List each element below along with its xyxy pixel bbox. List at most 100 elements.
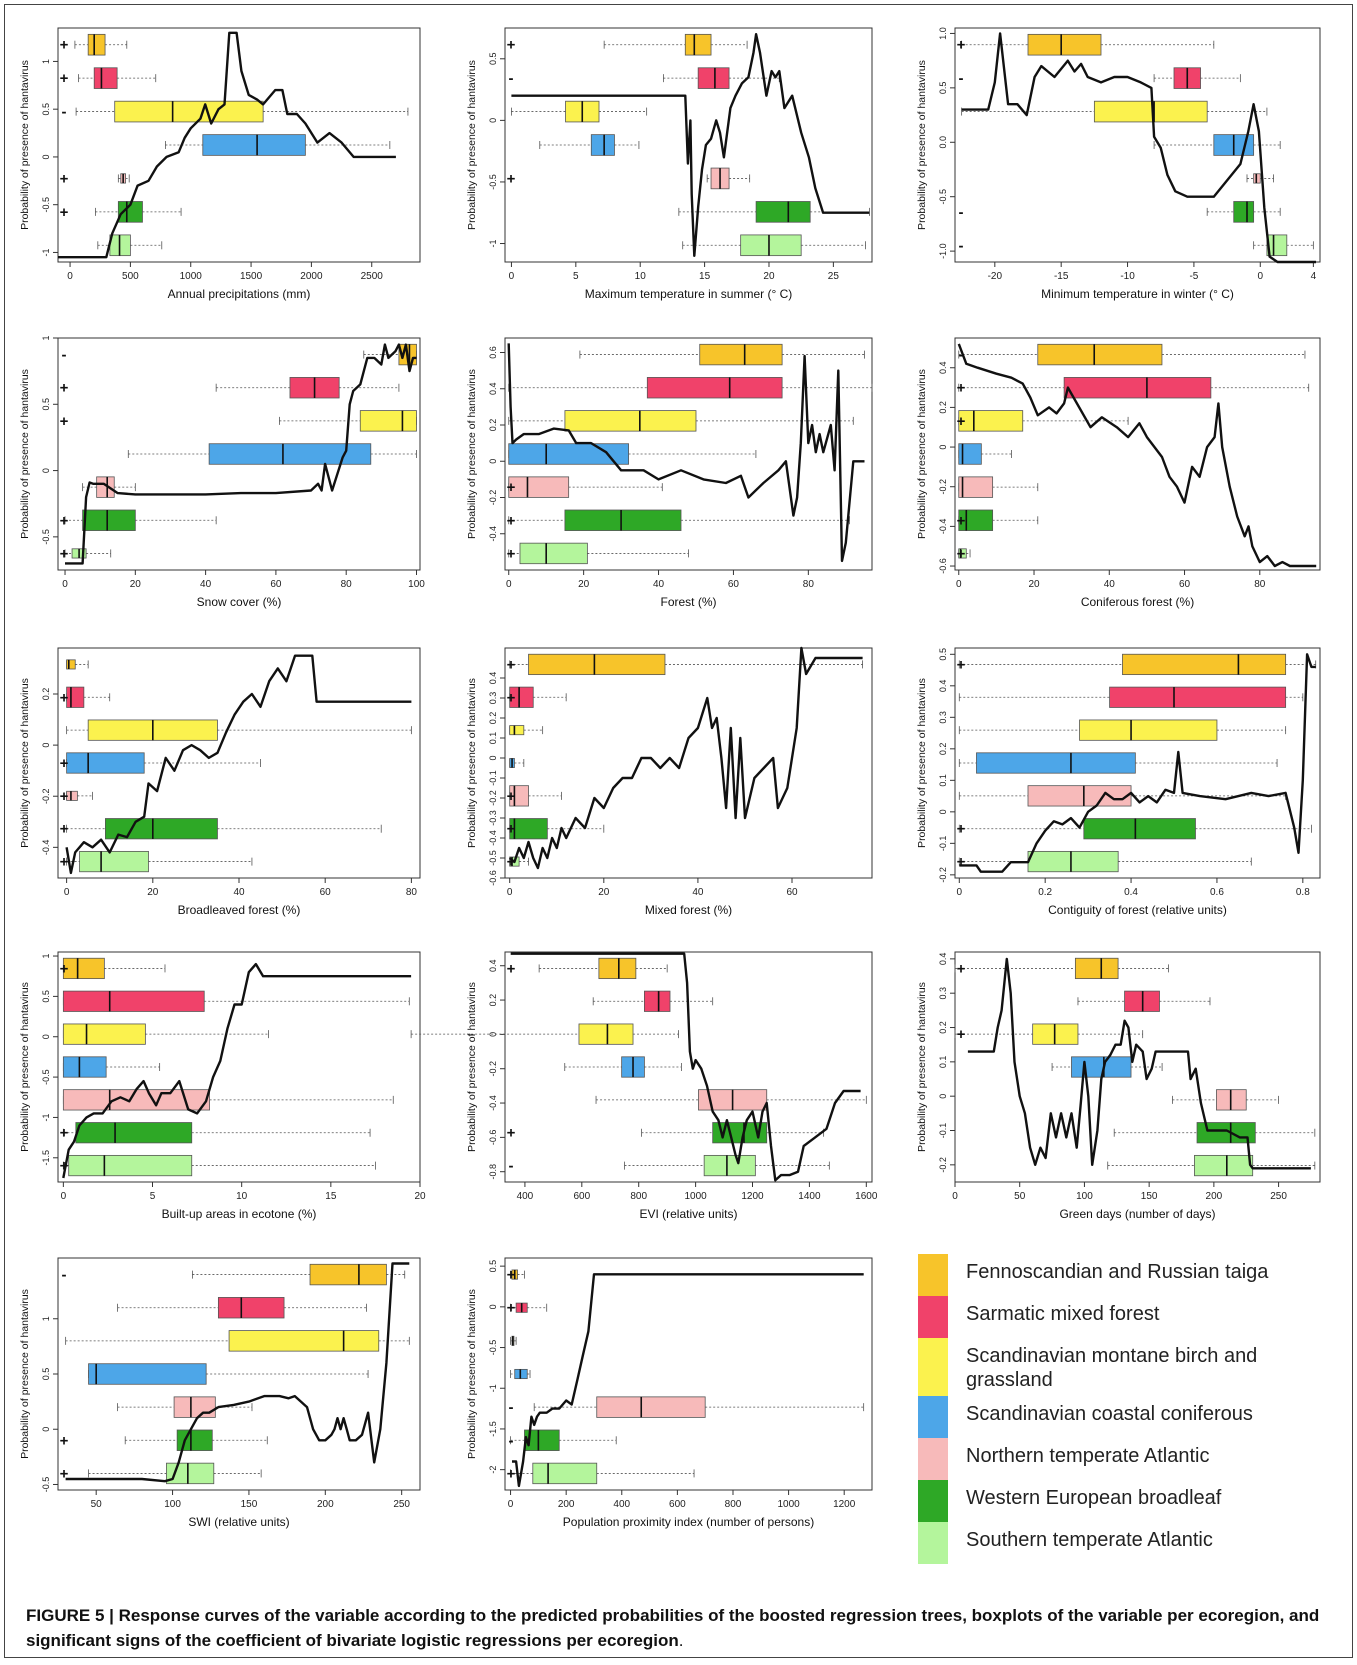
box [697,67,730,89]
boxplot-5: - [509,1396,865,1418]
boxplot-3 [511,100,648,123]
caption-text: Response curves of the variable accordin… [26,1606,1320,1650]
y-axis-label: Probability of presence of hantavirus [916,369,928,539]
plot-frame [954,647,1321,879]
response-curve [512,1273,864,1488]
box [1093,100,1208,123]
boxplot-3: + [60,410,417,432]
legend-item: Southern temperate Atlantic [918,1522,1338,1564]
boxplot-3 [66,719,412,741]
y-axis-label: Probability of presence of hantavirus [916,982,928,1152]
box [173,1396,216,1418]
boxplot-6: + [60,818,382,840]
x-tick-label: 400 [517,1191,534,1202]
x-axis-label: Green days (number of days) [1059,1207,1215,1221]
regression-sign: + [957,656,966,673]
boxplot-5 [1172,1089,1279,1111]
x-axis-label: Contiguity of forest (relative units) [1048,903,1227,917]
chart-panel: 50 100 150 200 250 -0.5 0 0.5 1 SWI (relative uni… [19,1257,421,1529]
boxplot-7: + [957,545,971,562]
box [508,476,570,498]
y-tick-label: -0.6 [488,1130,498,1146]
x-tick-label: 0 [508,1499,514,1510]
regression-sign: + [507,656,516,673]
regression-sign: + [957,512,966,529]
x-tick-label: 1000 [777,1499,800,1510]
y-tick-label: -0.5 [41,529,51,545]
boxplot-3 [410,1023,679,1045]
regression-sign: - [509,70,514,87]
x-tick-label: 15 [699,271,711,282]
x-tick-label: 1400 [798,1191,821,1202]
y-tick-label: 0.5 [41,103,51,116]
response-curve [65,343,417,565]
plot-frame [57,27,421,263]
x-tick-label: 60 [270,579,282,590]
boxplot-5: + [507,785,562,807]
y-tick-label: -0.5 [488,1340,498,1356]
y-tick-label: 1.0 [938,27,948,40]
x-tick-label: 600 [573,1191,590,1202]
x-tick-label: 20 [1028,579,1040,590]
x-tick-label: 1600 [855,1191,878,1202]
legend-item: Fennoscandian and Russian taiga [918,1254,1338,1296]
y-tick-label: 0 [488,1304,498,1309]
y-tick-label: 0.3 [938,987,948,1000]
x-tick-label: 10 [236,1191,248,1202]
regression-sign: + [60,689,69,706]
box [684,33,712,56]
box [359,410,417,432]
y-axis-label: Probability of presence of hantavirus [19,369,31,539]
y-axis-label: Probability of presence of hantavirus [466,60,478,230]
y-tick-label: 0 [938,809,948,814]
boxplot-7: + [507,1462,695,1485]
x-tick-label: 0.4 [1124,887,1138,898]
boxplot-1: - [62,343,417,366]
regression-sign: + [957,37,966,54]
legend-label: Fennoscandian and Russian taiga [966,1261,1269,1283]
y-tick-label: 0.5 [41,1368,51,1381]
boxplot-2: + [60,67,157,89]
regression-sign: + [60,960,69,977]
boxplot-5 [958,785,1287,807]
box [1083,818,1196,840]
box [82,509,136,531]
y-tick-label: -0.2 [488,490,498,506]
y-tick-label: 0.2 [488,419,498,432]
box [958,410,1024,432]
box [66,659,76,670]
x-tick-label: 500 [122,271,139,282]
regression-sign: + [507,689,516,706]
x-axis-label: Snow cover (%) [197,595,282,609]
legend-item: Scandinavian coastal coniferous [918,1396,1338,1438]
box [1079,719,1218,741]
regression-sign: + [507,1267,516,1284]
y-tick-label: -0.1 [938,1123,948,1139]
legend-item: Western European broadleaf [918,1480,1338,1522]
boxplot-3 [961,100,1268,123]
boxplot-4 [62,1056,161,1078]
y-tick-label: -0.2 [938,479,948,495]
boxplot-3 [509,725,544,736]
x-tick-label: -5 [1189,271,1198,282]
y-tick-label: -0.5 [488,850,498,866]
y-tick-label: 0.5 [938,648,948,661]
boxplot-5 [117,1396,253,1418]
response-curve [510,952,861,1182]
boxplot-4 [509,758,525,768]
regression-sign: + [60,1432,69,1449]
regression-sign: - [509,1399,514,1416]
y-tick-label: 0 [41,1427,51,1432]
figure-frame [4,4,1353,1658]
y-axis-label: Probability of presence of hantavirus [19,1289,31,1459]
response-curve [511,33,870,257]
y-tick-label: -0.8 [488,1164,498,1180]
regression-sign: + [60,788,69,805]
x-tick-label: 0 [507,887,513,898]
box [958,548,967,559]
y-tick-label: 0 [41,1034,51,1039]
box [508,443,629,465]
y-tick-label: -1.5 [488,1421,498,1437]
box [88,1363,207,1385]
boxplot-3: - [62,100,409,123]
